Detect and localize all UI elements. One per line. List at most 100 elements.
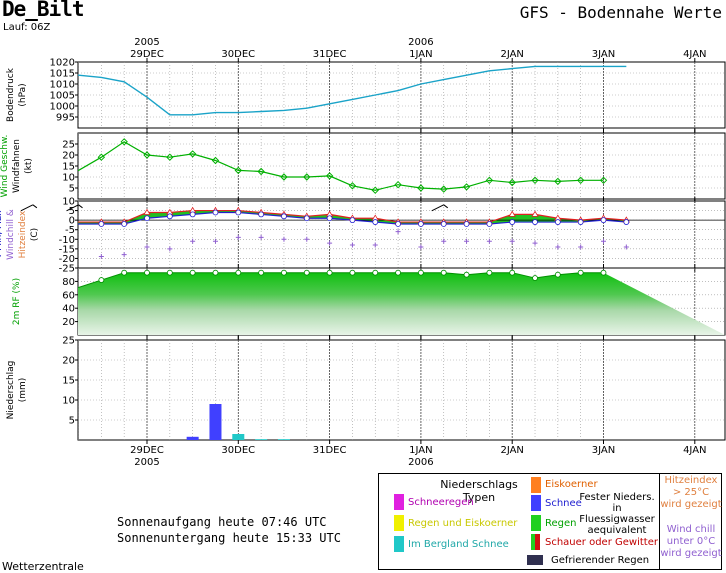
- tmin-point: [395, 221, 401, 227]
- y-axis-label-temperature: Hitzeindex: [18, 210, 28, 258]
- windchill-point: [486, 238, 492, 244]
- windchill-point: [144, 244, 150, 250]
- tmin-point: [349, 217, 356, 224]
- y-tick-label-temperature: 0: [69, 216, 75, 227]
- sunset-text: Sonnenuntergang heute 15:33 UTC: [117, 531, 341, 545]
- hitze-note-line: wird gezeigt: [660, 499, 722, 510]
- model-run: Lauf: 06Z: [3, 22, 51, 33]
- humidity-point: [281, 269, 287, 276]
- y-tick-label-precip: 25: [62, 336, 75, 347]
- wind-barb: [431, 204, 449, 212]
- y-tick-label-humidity: 80: [62, 277, 75, 288]
- fester-note: Fester Nieders. in Fluessigwasser aequiv…: [575, 492, 659, 536]
- windchill-point: [235, 234, 241, 240]
- y-axis-label-wind: Windfahnen: [12, 139, 22, 193]
- humidity-point: [395, 269, 401, 276]
- legend-divider: [659, 474, 660, 569]
- humidity-point: [121, 269, 128, 276]
- y-axis-label-precip: (mm): [18, 378, 28, 403]
- windchill-point: [464, 238, 470, 244]
- tmin-point: [166, 213, 173, 220]
- y-tick-label-precip: 5: [69, 416, 75, 427]
- y-tick-label-humidity: 20: [62, 317, 75, 328]
- humidity-point: [144, 269, 150, 276]
- x-tick-label-top: 29DEC: [130, 49, 164, 60]
- y-axis-label-temperature: (C): [30, 228, 40, 241]
- wind-point: [599, 176, 608, 185]
- y-tick-label-wind: 20: [62, 151, 75, 162]
- wind-point: [143, 151, 151, 159]
- swatch-schneeregen: [394, 494, 404, 510]
- precip-bar: [255, 439, 268, 440]
- y-tick-label-wind: 10: [62, 173, 75, 184]
- legend-eiskoerner: Eiskoerner: [545, 479, 598, 490]
- humidity-point: [463, 271, 470, 278]
- humidity-point: [166, 269, 173, 276]
- wind-point: [325, 172, 334, 180]
- tmax-point: [531, 210, 539, 217]
- fester-note-line: aequivalent: [587, 525, 647, 536]
- x-tick-label-bottom: 2JAN: [500, 445, 523, 456]
- fester-note-line: Fester Nieders.: [579, 492, 655, 503]
- y-tick-label-pressure: 995: [56, 113, 75, 124]
- humidity-point: [554, 271, 561, 278]
- y-tick-label-temperature: -5: [65, 225, 75, 236]
- wind-line: [78, 141, 604, 191]
- tmax-point: [143, 208, 151, 215]
- legend-regen-eiskoerner: Regen und Eiskoerner: [408, 518, 518, 529]
- x-tick-label-top: 4JAN: [683, 49, 706, 60]
- y-axis-label-precip: Niederschlag: [6, 361, 16, 420]
- windchill-point: [532, 240, 538, 246]
- legend-schnee: Schnee: [545, 498, 582, 509]
- tmin-point: [189, 211, 196, 218]
- wind-point: [120, 138, 128, 146]
- wind-point: [417, 184, 425, 192]
- y-tick-label-temperature: 5: [69, 206, 75, 217]
- wind-point: [257, 167, 265, 176]
- wind-point: [234, 166, 243, 175]
- humidity-point: [235, 269, 242, 276]
- precip-legend: Niederschlags Typen Schneeregen Regen un…: [378, 473, 722, 570]
- x-tick-label-bottom: 31DEC: [313, 445, 347, 456]
- y-tick-label-pressure: 1005: [50, 91, 75, 102]
- y-tick-label-wind: 5: [69, 184, 75, 195]
- tmin-point: [623, 219, 630, 225]
- y-axis-label-temperature: T-Min, Max: [0, 210, 4, 260]
- y-tick-label-temperature: -10: [59, 235, 75, 246]
- humidity-point: [189, 269, 196, 276]
- legend-gefrierend: Gefrierender Regen: [551, 555, 650, 566]
- legend-schauer: Schauer oder Gewitter: [545, 537, 658, 548]
- y-axis-label-pressure: (hPa): [18, 83, 28, 106]
- y-tick-label-precip: 10: [62, 396, 75, 407]
- wind-point: [371, 186, 379, 194]
- y-tick-label-precip: 20: [62, 356, 75, 367]
- humidity-point: [349, 269, 356, 276]
- tmin-point: [303, 215, 310, 222]
- wind-point: [394, 180, 402, 189]
- x-tick-label-bottom: 1JAN: [409, 445, 432, 456]
- x-tick-label-bottom: 29DEC: [130, 445, 164, 456]
- windchill-point: [601, 238, 606, 244]
- wind-point: [348, 182, 357, 190]
- y-tick-label-temperature: -25: [59, 264, 75, 275]
- windchill-point: [578, 244, 584, 250]
- windchill-point: [509, 238, 515, 244]
- windchill-point: [212, 238, 218, 244]
- tmin-point: [121, 221, 128, 227]
- windchill-note: Wind chill unter 0°C wird gezeigt: [660, 524, 722, 560]
- tmin-point: [577, 219, 584, 225]
- windchill-point: [98, 254, 104, 260]
- wind-point: [303, 173, 311, 181]
- windchill-point: [121, 252, 127, 258]
- legend-title-line: Niederschlags: [440, 478, 518, 491]
- windchill-point: [441, 238, 447, 244]
- precip-bar: [277, 439, 290, 440]
- y-tick-label-wind: 25: [62, 140, 75, 151]
- tmin-point: [417, 221, 424, 227]
- tmin-point: [98, 221, 105, 227]
- humidity-point: [577, 269, 584, 276]
- year-label-bottom: 2006: [408, 457, 433, 468]
- windchill-point: [418, 244, 424, 250]
- model-title: GFS - Bodennahe Werte: [519, 3, 722, 22]
- y-tick-label-temperature: -20: [59, 254, 75, 265]
